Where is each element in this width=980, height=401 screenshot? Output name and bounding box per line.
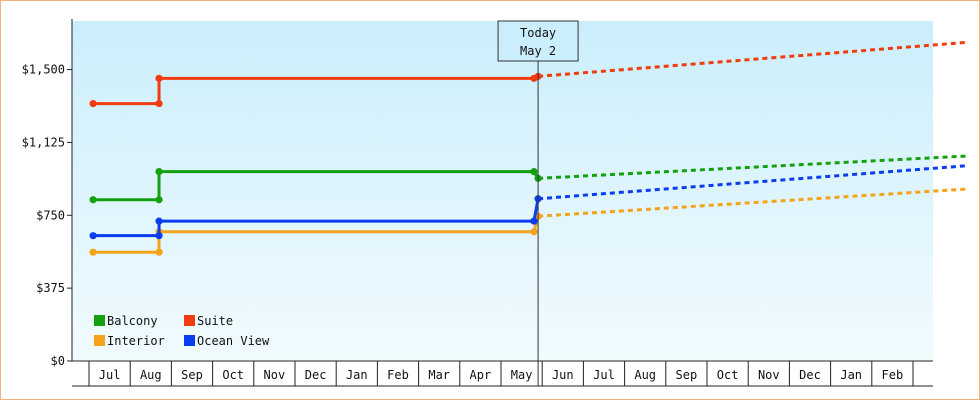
data-point	[155, 248, 163, 256]
x-tick-label: Nov	[264, 368, 286, 382]
x-tick-label: Oct	[222, 368, 244, 382]
series-layer	[89, 40, 967, 256]
today-date: May 2	[520, 44, 556, 58]
x-tick-label: Mar	[428, 368, 450, 382]
data-point	[530, 217, 538, 225]
data-point	[530, 167, 538, 176]
today-box	[497, 20, 579, 62]
legend-label: Ocean View	[197, 334, 270, 348]
data-point	[155, 196, 163, 204]
y-tick-label: $750	[36, 208, 65, 222]
x-tick-label: Aug	[634, 368, 656, 382]
x-tick-label: Nov	[758, 368, 780, 382]
y-tick-label: $1,125	[22, 135, 65, 149]
y-tick-label: $1,500	[22, 63, 65, 77]
x-tick-label: Feb	[882, 368, 904, 382]
x-tick-label: Sep	[181, 368, 203, 382]
data-point	[155, 167, 163, 176]
x-tick-label: Jan	[840, 368, 862, 382]
today-marker: Today May 2	[497, 20, 579, 386]
data-point	[89, 232, 97, 240]
x-tick-label: Aug	[140, 368, 162, 382]
legend-label: Balcony	[107, 314, 158, 328]
legend: Balcony Suite Interior Ocean View	[94, 314, 270, 348]
data-point	[155, 217, 163, 225]
legend-swatch	[184, 315, 195, 326]
y-axis: $0 $375 $750 $1,125 $1,500	[22, 19, 73, 368]
x-tick-label: Feb	[387, 368, 409, 382]
data-point	[530, 228, 538, 236]
legend-swatch	[94, 315, 105, 326]
legend-swatch	[94, 335, 105, 346]
legend-label: Suite	[197, 314, 233, 328]
data-point	[155, 232, 163, 240]
x-tick-label: Jul	[99, 368, 121, 382]
data-point	[89, 196, 97, 204]
today-label: Today	[520, 26, 556, 40]
legend-swatch	[184, 335, 195, 346]
x-tick-label: Jan	[346, 368, 368, 382]
legend-label: Interior	[107, 334, 165, 348]
y-tick-label: $0	[51, 354, 65, 368]
data-point	[155, 74, 163, 82]
y-tick-label: $375	[36, 281, 65, 295]
data-point	[89, 248, 97, 256]
x-tick-label: Dec	[799, 368, 821, 382]
plot-background	[72, 21, 933, 361]
data-point	[89, 99, 97, 108]
x-tick-label: Apr	[470, 368, 492, 382]
x-tick-label: Jun	[552, 368, 574, 382]
x-tick-label: Oct	[717, 368, 739, 382]
data-point	[155, 99, 163, 108]
x-axis: Jul Aug Sep Oct Nov Dec Jan Feb Mar Apr May Jun Jul A…	[72, 360, 933, 387]
x-tick-label: Sep	[676, 368, 698, 382]
x-tick-label: Jul	[593, 368, 615, 382]
x-tick-label: Dec	[305, 368, 327, 382]
x-tick-label: May	[511, 368, 533, 382]
